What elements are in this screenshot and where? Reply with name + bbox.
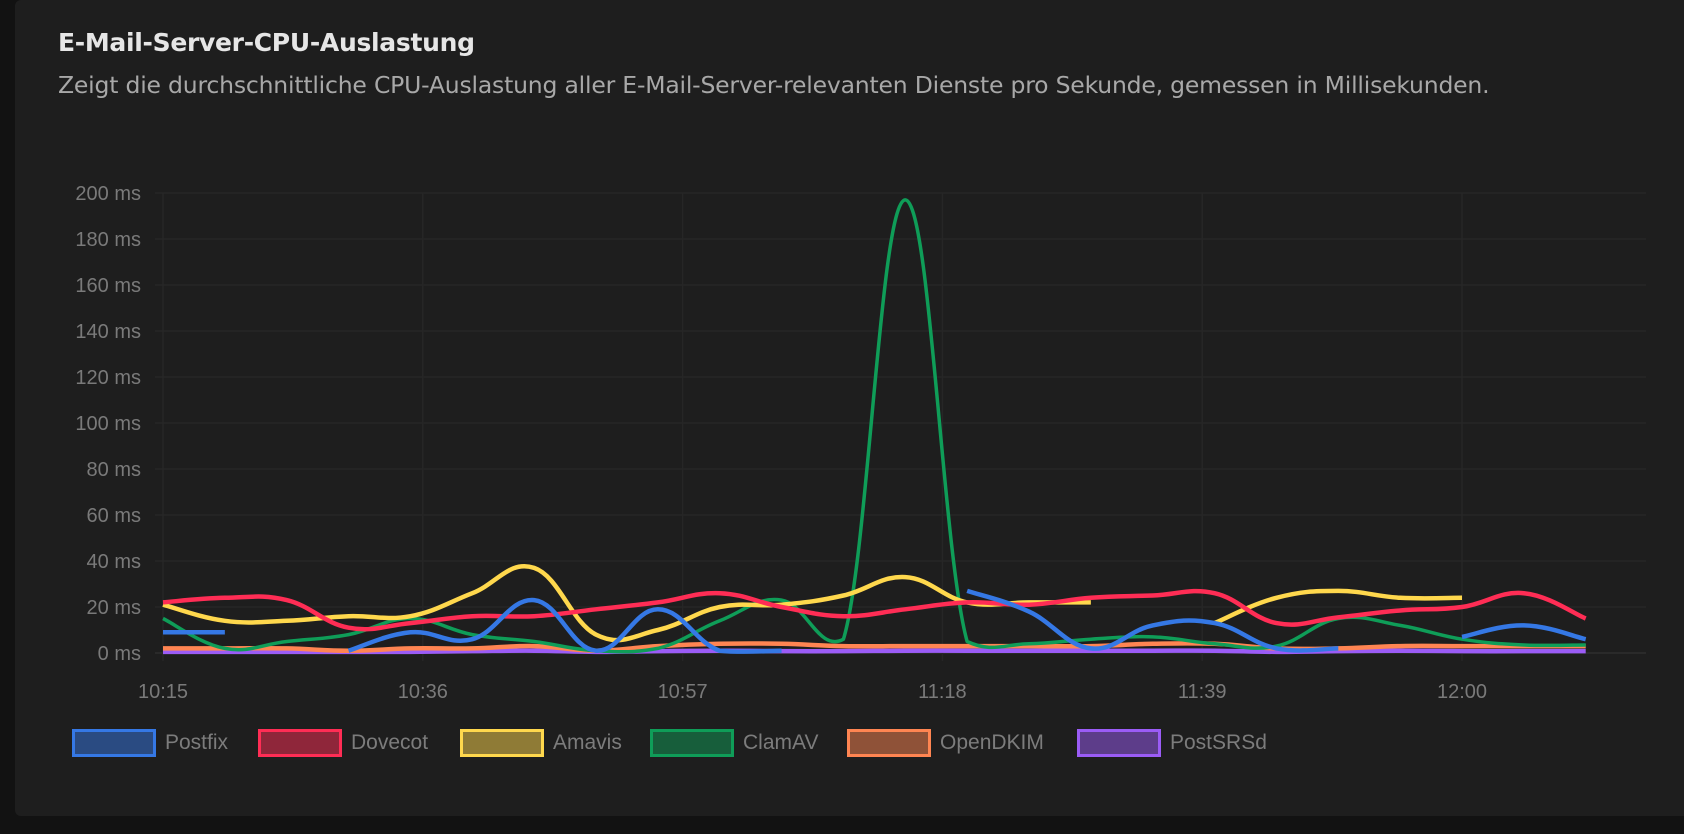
legend-label: Dovecot <box>351 731 429 754</box>
legend-item-dovecot[interactable]: Dovecot <box>258 729 428 757</box>
y-tick-label: 60 ms <box>87 505 141 527</box>
legend-swatch <box>847 729 931 757</box>
x-axis-ticks: 10:15 10:36 10:57 11:18 11:39 12:00 <box>138 681 1487 703</box>
y-axis-ticks: 0 ms 20 ms 40 ms 60 ms 80 ms 100 ms 120 ms 140 … <box>75 183 141 665</box>
postfix-line <box>966 588 1339 653</box>
y-tick-label: 120 ms <box>75 367 141 389</box>
legend-label: ClamAV <box>743 731 819 754</box>
series-opendkim <box>162 641 1586 653</box>
legend-item-postsrsd[interactable]: PostSRSd <box>1077 729 1267 757</box>
series-postfix <box>162 588 1587 654</box>
x-tick-label: 10:15 <box>138 681 188 703</box>
postsrsd-line <box>162 648 1586 655</box>
clamav-line <box>162 198 1586 654</box>
legend-label: PostSRSd <box>1170 731 1267 754</box>
series-lines <box>162 198 1587 655</box>
chart-card <box>15 0 1684 816</box>
postfix-line <box>347 597 782 654</box>
opendkim-line <box>162 641 1586 653</box>
y-tick-label: 100 ms <box>75 413 141 435</box>
y-tick-label: 0 ms <box>98 643 141 665</box>
legend-swatch <box>460 729 544 757</box>
legend-label: Postfix <box>165 731 229 754</box>
x-tick-label: 11:18 <box>918 681 967 703</box>
grid <box>155 192 1646 661</box>
legend-item-clamav[interactable]: ClamAV <box>650 729 818 757</box>
amavis-line <box>1213 588 1463 626</box>
legend-item-opendkim[interactable]: OpenDKIM <box>847 729 1044 757</box>
legend-swatch <box>650 729 734 757</box>
legend-label: Amavis <box>553 731 622 754</box>
y-tick-label: 160 ms <box>75 275 141 297</box>
y-tick-label: 180 ms <box>75 229 141 251</box>
x-tick-label: 10:57 <box>658 681 708 703</box>
y-tick-label: 40 ms <box>87 551 141 573</box>
legend-swatch <box>72 729 156 757</box>
dovecot-line <box>162 588 1587 632</box>
x-tick-label: 12:00 <box>1437 681 1487 703</box>
card-description: Zeigt die durchschnittliche CPU-Auslastu… <box>58 71 1490 99</box>
y-tick-label: 200 ms <box>75 183 141 205</box>
series-postsrsd <box>162 648 1586 655</box>
y-tick-label: 140 ms <box>75 321 141 343</box>
postfix-line <box>1461 623 1587 642</box>
series-clamav <box>162 198 1586 654</box>
legend-swatch <box>1077 729 1161 757</box>
legend-item-amavis[interactable]: Amavis <box>460 729 622 757</box>
card-title: E-Mail-Server-CPU-Auslastung <box>58 28 475 57</box>
legend-item-postfix[interactable]: Postfix <box>72 729 228 757</box>
series-dovecot <box>162 588 1587 632</box>
legend-label: OpenDKIM <box>940 731 1044 754</box>
x-tick-label: 11:39 <box>1178 681 1227 703</box>
legend-swatch <box>258 729 342 757</box>
x-tick-label: 10:36 <box>398 681 448 703</box>
y-tick-label: 20 ms <box>87 597 141 619</box>
y-tick-label: 80 ms <box>87 459 141 481</box>
